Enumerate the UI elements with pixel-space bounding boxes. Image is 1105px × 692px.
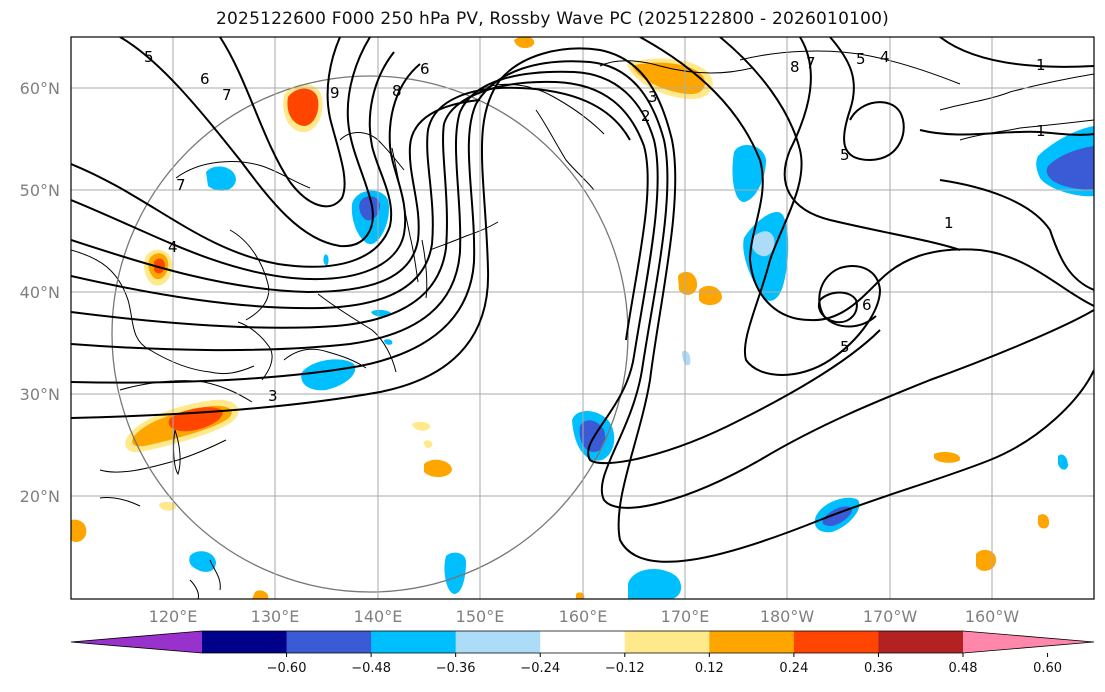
map-title: 2025122600 F000 250 hPa PV, Rossby Wave … [216, 9, 889, 29]
lon-label: 160°E [559, 607, 608, 626]
contour-label: 5 [144, 48, 154, 66]
gridlines [71, 37, 1094, 599]
colorbar-tick-label: −0.48 [351, 661, 391, 676]
map-panel: 1 1 1 2 3 3 4 4 5 5 5 5 6 6 6 7 7 7 8 8 … [71, 37, 1094, 599]
lon-label: 130°E [251, 607, 300, 626]
contour-label: 7 [806, 54, 816, 72]
colorbar-extend-min [71, 631, 202, 653]
contour-label: 6 [200, 70, 210, 88]
contour-label: 7 [176, 176, 186, 194]
reference-circle [111, 75, 629, 593]
lat-label: 60°N [20, 79, 60, 98]
colorbar-tick-label: 0.12 [695, 661, 724, 676]
contour-label: 2 [641, 107, 651, 125]
colorbar-segment [624, 631, 710, 653]
lon-label: 170°W [863, 607, 918, 626]
colorbar-tick-label: 0.36 [864, 661, 893, 676]
contour-label: 6 [862, 296, 872, 314]
contour-label: 6 [420, 60, 430, 78]
lon-label: 120°E [149, 607, 198, 626]
pv-contours [71, 37, 1094, 563]
contour-label: 3 [648, 88, 658, 106]
colorbar: −0.60 −0.48 −0.36 −0.24 −0.12 0.12 0.24 0.36 0.4… [70, 630, 1095, 676]
contour-label: 3 [268, 387, 278, 405]
contour-label: 8 [392, 82, 402, 100]
longitude-labels: 120°E 130°E 140°E 150°E 160°E 170°E 180°… [149, 607, 1020, 626]
lat-label: 50°N [20, 181, 60, 200]
colorbar-segment [286, 631, 372, 653]
colorbar-tick-label: −0.60 [267, 661, 307, 676]
lon-label: 180°W [760, 607, 815, 626]
contour-label: 1 [944, 214, 954, 232]
negative-anomaly-shading [189, 126, 1094, 599]
lon-label: 140°E [354, 607, 403, 626]
contour-label: 7 [222, 86, 232, 104]
contour-labels: 1 1 1 2 3 3 4 4 5 5 5 5 6 6 6 7 7 7 8 8 … [144, 48, 1046, 405]
colorbar-tick-label: −0.12 [605, 661, 645, 676]
colorbar-segment [540, 631, 626, 653]
lon-label: 170°E [661, 607, 710, 626]
colorbar-segment [371, 631, 457, 653]
contour-label: 8 [790, 58, 800, 76]
lat-label: 20°N [20, 487, 60, 506]
colorbar-tick-label: 0.60 [1033, 661, 1062, 676]
map-frame [70, 36, 1095, 600]
lat-label: 30°N [20, 385, 60, 404]
colorbar-tick-label: 0.48 [949, 661, 978, 676]
lat-label: 40°N [20, 283, 60, 302]
contour-label: 5 [856, 50, 866, 68]
colorbar-segment [793, 631, 879, 653]
colorbar-extend-max [963, 631, 1094, 653]
colorbar-segment [878, 631, 964, 653]
lon-label: 160°W [965, 607, 1020, 626]
colorbar-tick-label: −0.36 [436, 661, 476, 676]
colorbar-segment [455, 631, 541, 653]
contour-label: 9 [330, 84, 340, 102]
contour-label: 5 [840, 338, 850, 356]
contour-label: 4 [880, 48, 890, 66]
colorbar-segment [709, 631, 795, 653]
latitude-labels: 60°N 50°N 40°N 30°N 20°N [20, 79, 60, 506]
contour-label: 1 [1036, 122, 1046, 140]
contour-label: 4 [168, 238, 178, 256]
colorbar-tick-label: −0.24 [520, 661, 560, 676]
contour-label: 5 [840, 146, 850, 164]
colorbar-outline [70, 630, 1095, 654]
colorbar-segment [202, 631, 288, 653]
contour-label: 1 [1036, 56, 1046, 74]
lon-label: 150°E [456, 607, 505, 626]
colorbar-tick-label: 0.24 [779, 661, 808, 676]
